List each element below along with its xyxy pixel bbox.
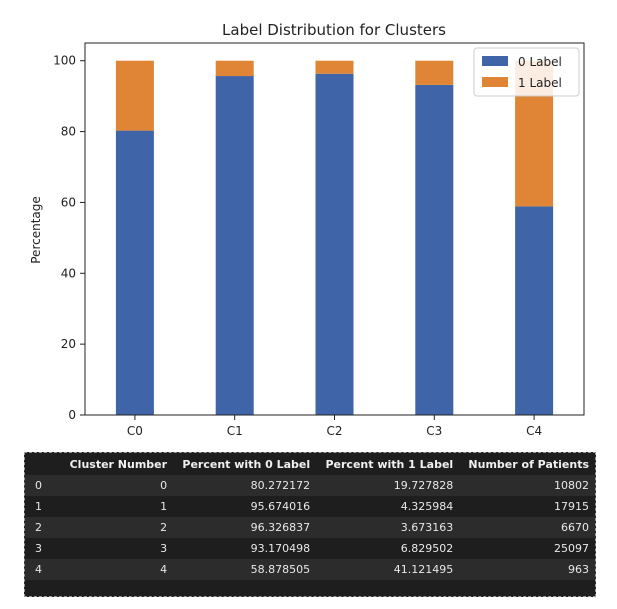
cluster-stats-table: Cluster Number Percent with 0 Label Perc…: [25, 453, 595, 580]
cell-cluster-number: 4: [160, 563, 168, 576]
legend: 0 Label 1 Label: [473, 47, 580, 97]
y-tick-label: 40: [61, 266, 76, 280]
legend-swatch: [482, 77, 508, 87]
bar-c0-series-0: [115, 130, 154, 415]
y-tick-label: 80: [61, 125, 76, 139]
cell-number-patients: 17915: [554, 500, 589, 513]
table-row: 0 0 80.272172 19.727828 10802: [25, 475, 595, 496]
cell-percent-0: 58.878505: [250, 563, 311, 576]
table-row: 2 2 96.326837 3.673163 6670: [25, 517, 595, 538]
row-index: 0: [35, 479, 42, 492]
row-index: 2: [35, 521, 42, 534]
bar-c3-series-1: [415, 60, 454, 85]
table-row: 3 3 93.170498 6.829502 25097: [25, 538, 595, 559]
bar-c4-series-0: [515, 206, 554, 415]
table-row: 4 4 58.878505 41.121495 963: [25, 559, 595, 580]
row-index: 1: [35, 500, 42, 513]
cell-percent-1: 19.727828: [393, 479, 454, 492]
bars-group: [115, 60, 554, 416]
x-tick-label: C4: [526, 424, 542, 438]
bar-c2-series-1: [315, 60, 354, 74]
cell-percent-0: 96.326837: [250, 521, 311, 534]
cell-number-patients: 963: [568, 563, 589, 576]
header-percent-1: Percent with 1 Label: [325, 458, 454, 471]
data-table-panel: Cluster Number Percent with 0 Label Perc…: [24, 452, 596, 597]
cell-cluster-number: 3: [160, 542, 168, 555]
x-tick-label: C1: [227, 424, 243, 438]
cell-percent-0: 95.674016: [250, 500, 311, 513]
legend-swatch: [482, 56, 508, 66]
header-number-patients: Number of Patients: [468, 458, 589, 471]
bar-c0-series-1: [115, 60, 154, 131]
row-index: 3: [35, 542, 42, 555]
chart-title: Label Distribution for Clusters: [222, 21, 446, 39]
legend-label: 0 Label: [518, 55, 562, 69]
stacked-bar-chart: Label Distribution for Clusters Percenta…: [29, 21, 585, 438]
y-tick-label: 60: [61, 195, 76, 209]
y-axis-label: Percentage: [29, 196, 43, 264]
table-row: 1 1 95.674016 4.325984 17915: [25, 496, 595, 517]
cell-cluster-number: 1: [160, 500, 168, 513]
row-index: 4: [35, 563, 42, 576]
y-tick-label: 0: [68, 408, 76, 422]
x-tick-label: C0: [127, 424, 143, 438]
cell-cluster-number: 0: [160, 479, 168, 492]
y-tick-label: 20: [61, 337, 76, 351]
cell-percent-1: 3.673163: [400, 521, 454, 534]
y-tick-label: 100: [53, 54, 76, 68]
bar-c1-series-0: [215, 76, 254, 416]
cell-percent-1: 4.325984: [400, 500, 454, 513]
cell-number-patients: 6670: [561, 521, 589, 534]
cell-number-patients: 25097: [554, 542, 589, 555]
bar-c2-series-0: [315, 73, 354, 415]
legend-label: 1 Label: [518, 76, 562, 90]
table-header-row: Cluster Number Percent with 0 Label Perc…: [25, 453, 595, 475]
cell-percent-0: 80.272172: [250, 479, 311, 492]
cell-number-patients: 10802: [554, 479, 589, 492]
cell-percent-1: 6.829502: [400, 542, 454, 555]
bar-c1-series-1: [215, 60, 254, 77]
x-tick-label: C2: [326, 424, 342, 438]
cell-percent-1: 41.121495: [393, 563, 454, 576]
header-index: [25, 453, 61, 475]
cell-percent-0: 93.170498: [250, 542, 311, 555]
header-percent-0: Percent with 0 Label: [182, 458, 311, 471]
x-tick-label: C3: [426, 424, 442, 438]
cell-cluster-number: 2: [160, 521, 168, 534]
bar-c3-series-0: [415, 84, 454, 416]
axes-group: 0 20 40 60 80 100 C0 C1 C2 C3 C4: [53, 42, 585, 438]
header-cluster-number: Cluster Number: [69, 458, 168, 471]
